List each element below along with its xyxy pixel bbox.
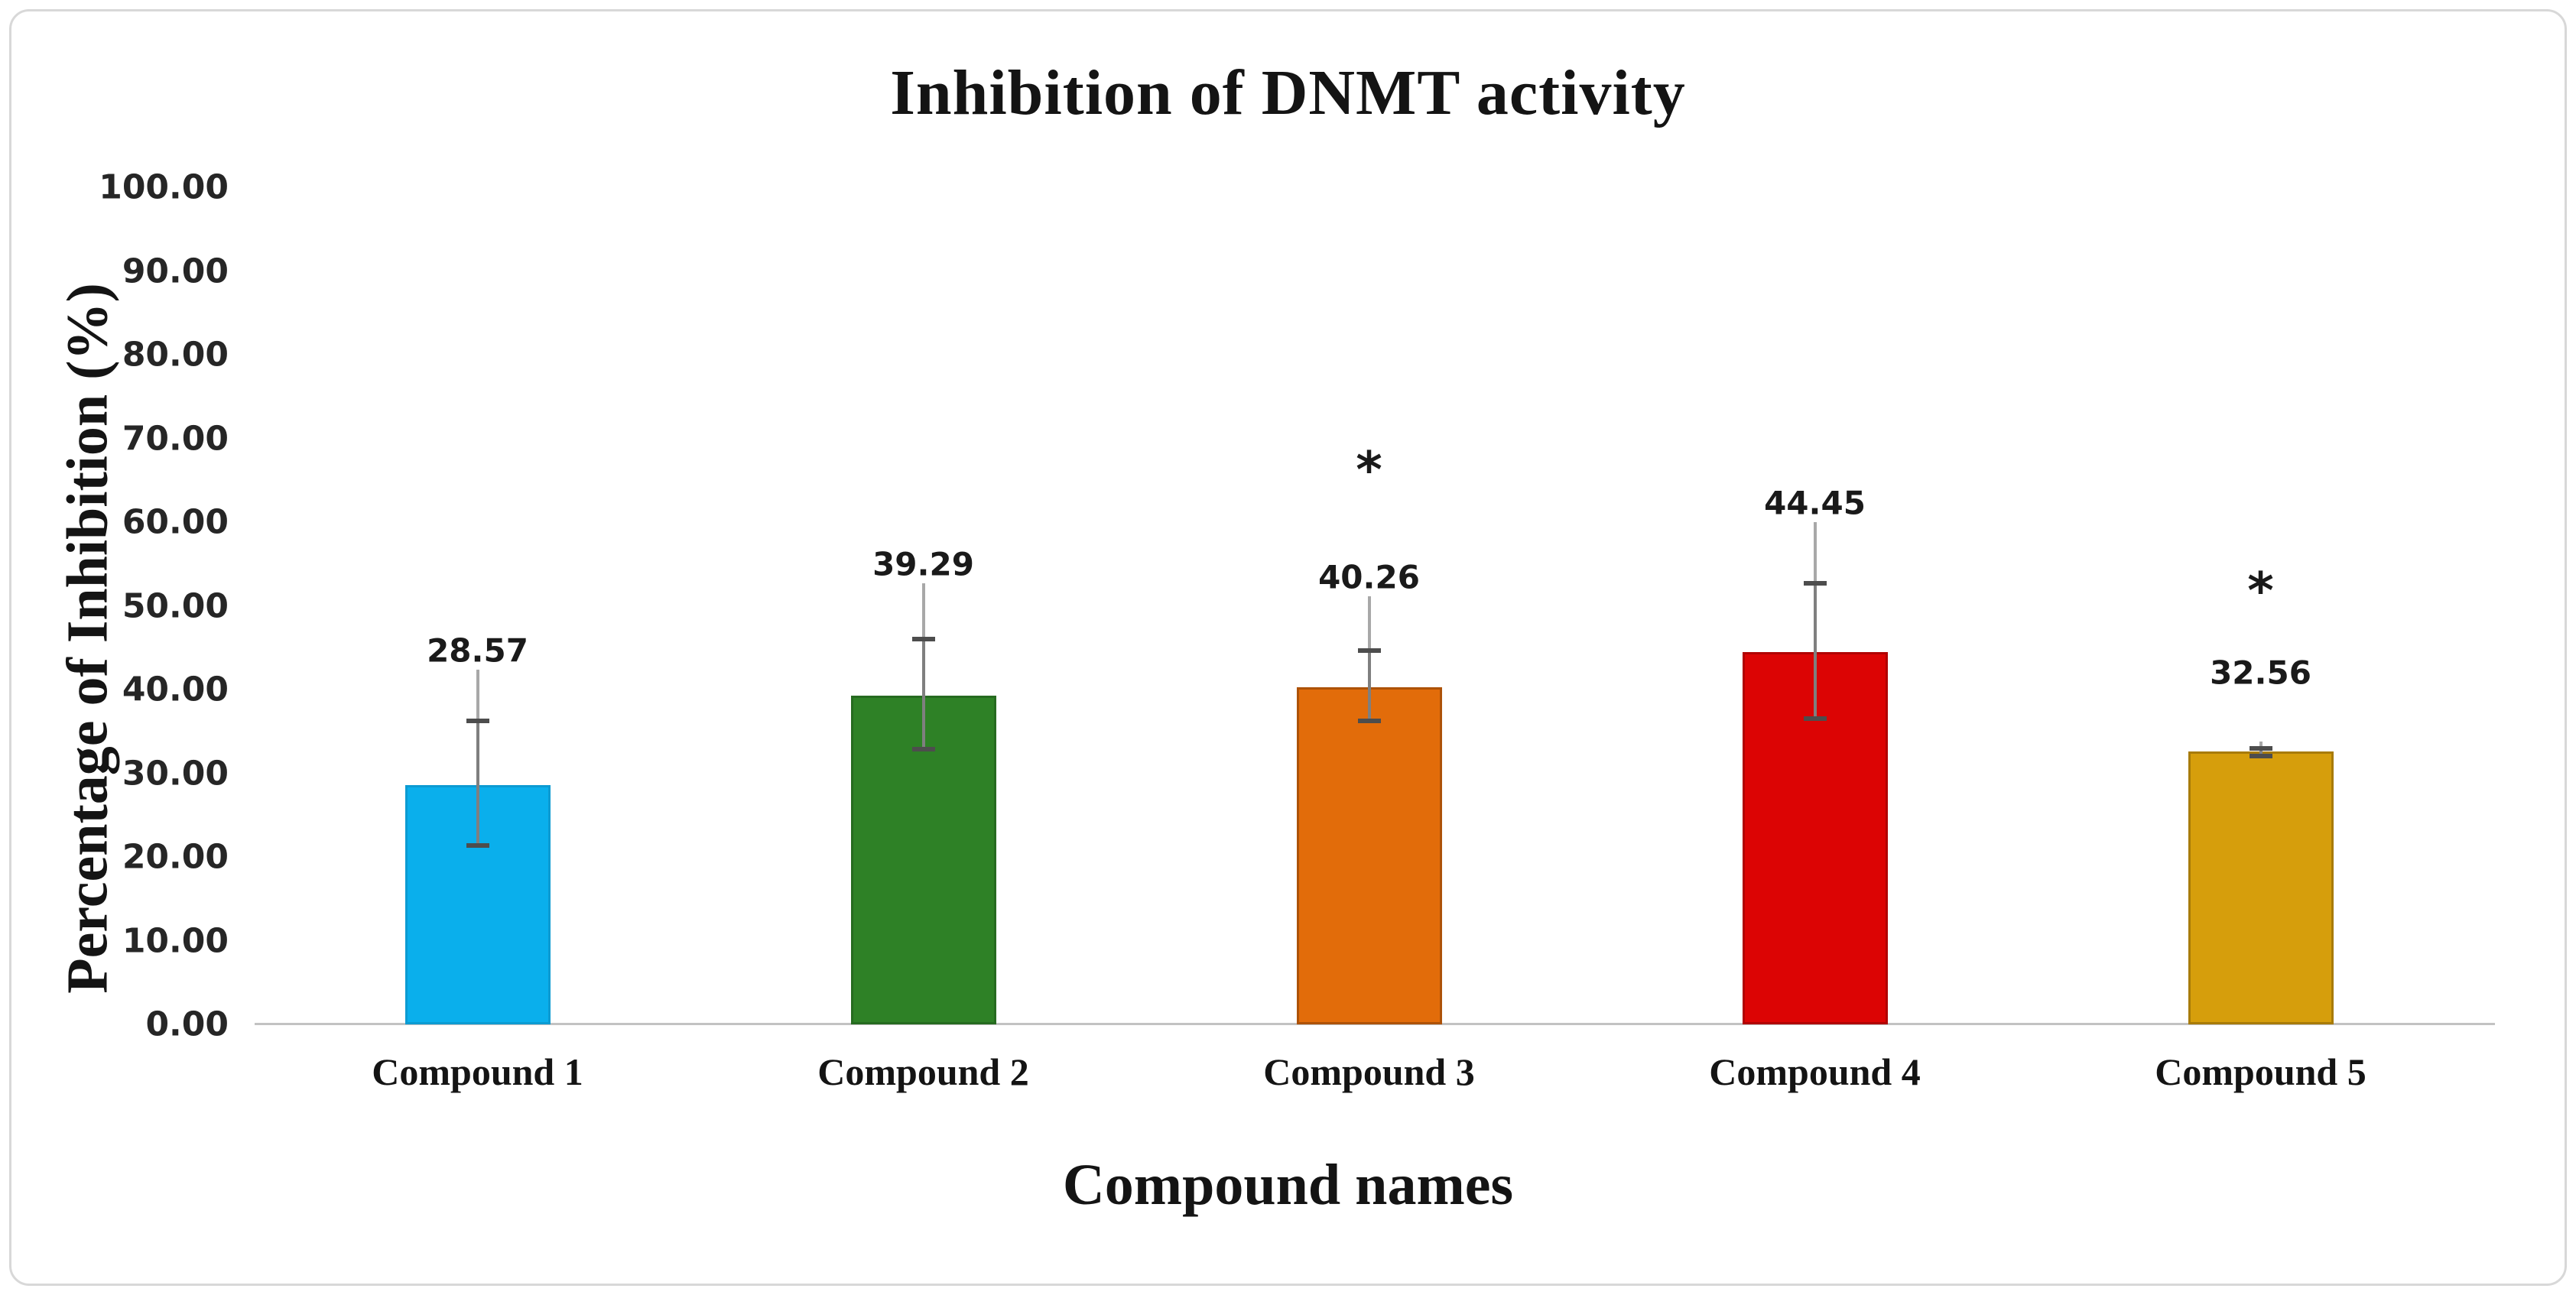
- y-axis-tick-labels: 100.00 90.00 80.00 70.00 60.00 50.00 40.…: [11, 168, 235, 1044]
- chart-frame: Inhibition of DNMT activity Percentage o…: [9, 9, 2567, 1286]
- error-bar-line-compound-1: [476, 720, 479, 845]
- data-label-compound-1: 28.57: [427, 631, 528, 670]
- significance-marker-compound-3: *: [1356, 440, 1382, 500]
- error-bar-whisker-compound-5: [2259, 741, 2263, 748]
- y-axis-tick-80: 80.00: [122, 335, 229, 375]
- bar-group-compound-2: 39.29: [700, 187, 1146, 1024]
- error-bar-line-compound-2: [921, 639, 925, 749]
- error-bar-lower-cap-compound-1: [466, 842, 489, 848]
- error-bar-lower-cap-compound-2: [911, 746, 935, 751]
- bar-compound-3: [1296, 687, 1442, 1024]
- bar-group-compound-4: 44.45: [1592, 187, 2038, 1024]
- error-bar-line-compound-3: [1367, 650, 1371, 721]
- y-axis-tick-40: 40.00: [122, 670, 229, 709]
- y-axis-tick-90: 90.00: [122, 252, 229, 290]
- y-axis-tick-0: 0.00: [145, 1005, 229, 1044]
- y-axis-tick-30: 30.00: [122, 754, 229, 793]
- error-bar-line-compound-4: [1813, 583, 1817, 719]
- bar-compound-5: [2188, 751, 2334, 1024]
- error-bar-lower-cap-compound-5: [2249, 753, 2272, 758]
- y-axis-tick-60: 60.00: [122, 502, 229, 542]
- category-label-compound-5: Compound 5: [2155, 1050, 2366, 1093]
- bar-group-compound-1: 28.57: [255, 187, 700, 1024]
- data-label-compound-5: 32.56: [2210, 654, 2311, 692]
- error-bar-whisker-compound-4: [1813, 522, 1817, 583]
- y-axis-tick-50: 50.00: [122, 586, 229, 625]
- error-bar-upper-cap-compound-1: [466, 718, 489, 723]
- category-label-compound-1: Compound 1: [372, 1050, 583, 1093]
- category-label-compound-4: Compound 4: [1709, 1050, 1921, 1093]
- data-label-compound-2: 39.29: [872, 545, 974, 583]
- x-axis-category-labels: Compound 1 Compound 2 Compound 3 Compoun…: [255, 1050, 2483, 1094]
- plot-area: 28.57 39.29 40.26 * 44.4: [255, 187, 2483, 1024]
- data-label-compound-3: 40.26: [1318, 558, 1420, 596]
- error-bar-upper-cap-compound-4: [1803, 580, 1827, 586]
- y-axis-tick-10: 10.00: [122, 921, 229, 960]
- error-bar-upper-cap-compound-3: [1357, 648, 1381, 653]
- bar-group-compound-5: 32.56 *: [2038, 187, 2483, 1024]
- error-bar-lower-cap-compound-3: [1357, 718, 1381, 723]
- error-bar-whisker-compound-2: [921, 583, 925, 640]
- bar-group-compound-3: 40.26 *: [1146, 187, 1592, 1024]
- x-axis-title: Compound names: [1062, 1153, 1514, 1217]
- data-label-compound-4: 44.45: [1764, 484, 1866, 522]
- y-axis-tick-100: 100.00: [99, 167, 229, 207]
- category-label-compound-2: Compound 2: [817, 1050, 1029, 1093]
- error-bar-lower-cap-compound-4: [1803, 716, 1827, 722]
- significance-marker-compound-5: *: [2247, 561, 2274, 621]
- error-bar-whisker-compound-1: [476, 669, 479, 721]
- y-axis-tick-20: 20.00: [122, 837, 229, 877]
- error-bar-upper-cap-compound-2: [911, 637, 935, 642]
- category-label-compound-3: Compound 3: [1263, 1050, 1475, 1093]
- y-axis-tick-70: 70.00: [122, 419, 229, 458]
- error-bar-upper-cap-compound-5: [2249, 745, 2272, 751]
- chart-title: Inhibition of DNMT activity: [890, 57, 1686, 128]
- error-bar-line-compound-5: [2259, 748, 2263, 756]
- error-bar-whisker-compound-3: [1367, 596, 1371, 651]
